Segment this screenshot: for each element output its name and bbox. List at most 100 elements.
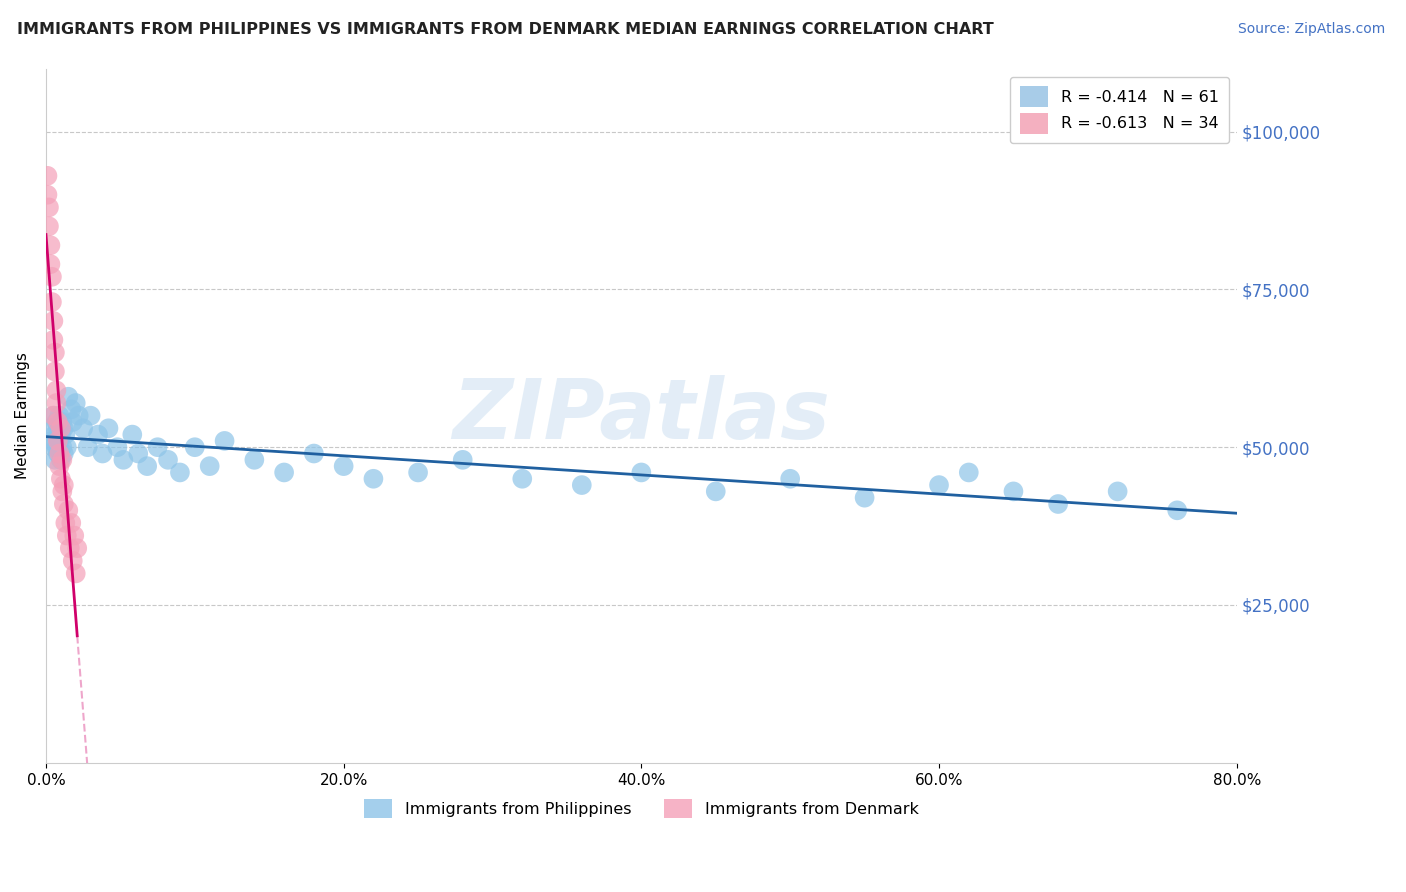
Point [46, 446, 69, 460]
Point [112, 453, 135, 467]
Point [49, 453, 72, 467]
Point [38, 200, 60, 214]
Point [928, 478, 950, 492]
Point [48, 446, 70, 460]
Point [146, 440, 169, 454]
Point [46, 434, 69, 448]
Point [42, 440, 65, 454]
Point [37, 187, 59, 202]
Point [127, 446, 149, 460]
Y-axis label: Median Earnings: Median Earnings [15, 352, 30, 479]
Point [571, 478, 593, 492]
Point [79, 409, 101, 423]
Text: ZIPatlas: ZIPatlas [453, 376, 831, 456]
Point [957, 466, 980, 480]
Point [121, 427, 143, 442]
Point [46, 421, 69, 435]
Point [44, 345, 66, 359]
Point [41, 269, 63, 284]
Point [97, 421, 120, 435]
Point [45, 440, 67, 454]
Point [76, 440, 98, 454]
Point [52, 446, 75, 460]
Point [59, 541, 82, 556]
Point [38, 219, 60, 234]
Point [67, 409, 90, 423]
Point [60, 516, 83, 530]
Point [41, 434, 63, 448]
Point [42, 314, 65, 328]
Point [60, 402, 83, 417]
Point [56, 440, 79, 454]
Point [169, 466, 191, 480]
Point [48, 409, 70, 423]
Point [66, 541, 89, 556]
Point [53, 516, 76, 530]
Point [52, 497, 75, 511]
Point [58, 390, 80, 404]
Point [52, 421, 75, 435]
Point [1002, 484, 1025, 499]
Point [184, 440, 207, 454]
Point [65, 396, 87, 410]
Point [65, 566, 87, 581]
Point [42, 409, 65, 423]
Point [1166, 503, 1188, 517]
Point [53, 427, 76, 442]
Point [302, 446, 325, 460]
Point [51, 440, 73, 454]
Point [48, 434, 70, 448]
Point [42, 409, 65, 423]
Point [49, 472, 72, 486]
Point [51, 453, 73, 467]
Point [62, 554, 84, 568]
Text: IMMIGRANTS FROM PHILIPPINES VS IMMIGRANTS FROM DENMARK MEDIAN EARNINGS CORRELATI: IMMIGRANTS FROM PHILIPPINES VS IMMIGRANT… [17, 22, 994, 37]
Point [451, 453, 474, 467]
Point [243, 453, 266, 467]
Legend: Immigrants from Philippines, Immigrants from Denmark: Immigrants from Philippines, Immigrants … [357, 793, 925, 824]
Point [72, 421, 94, 435]
Point [45, 415, 67, 429]
Point [363, 472, 385, 486]
Point [853, 491, 876, 505]
Point [51, 415, 73, 429]
Point [37, 169, 59, 183]
Point [107, 440, 129, 454]
Point [39, 238, 62, 252]
Point [1107, 484, 1129, 499]
Point [44, 453, 66, 467]
Point [62, 415, 84, 429]
Point [406, 466, 429, 480]
Point [49, 427, 72, 442]
Point [63, 528, 86, 542]
Point [704, 484, 727, 499]
Point [41, 295, 63, 310]
Point [273, 466, 295, 480]
Point [46, 415, 69, 429]
Point [45, 384, 67, 398]
Point [136, 459, 159, 474]
Point [510, 472, 533, 486]
Point [56, 528, 79, 542]
Point [49, 421, 72, 435]
Point [44, 364, 66, 378]
Point [58, 503, 80, 517]
Point [198, 459, 221, 474]
Point [91, 446, 114, 460]
Point [42, 333, 65, 347]
Point [44, 427, 66, 442]
Point [39, 257, 62, 271]
Point [48, 459, 70, 474]
Point [157, 453, 180, 467]
Point [87, 427, 110, 442]
Point [51, 484, 73, 499]
Point [214, 434, 236, 448]
Point [52, 478, 75, 492]
Point [45, 396, 67, 410]
Point [630, 466, 652, 480]
Text: Source: ZipAtlas.com: Source: ZipAtlas.com [1237, 22, 1385, 37]
Point [332, 459, 354, 474]
Point [779, 472, 801, 486]
Point [1047, 497, 1070, 511]
Point [39, 421, 62, 435]
